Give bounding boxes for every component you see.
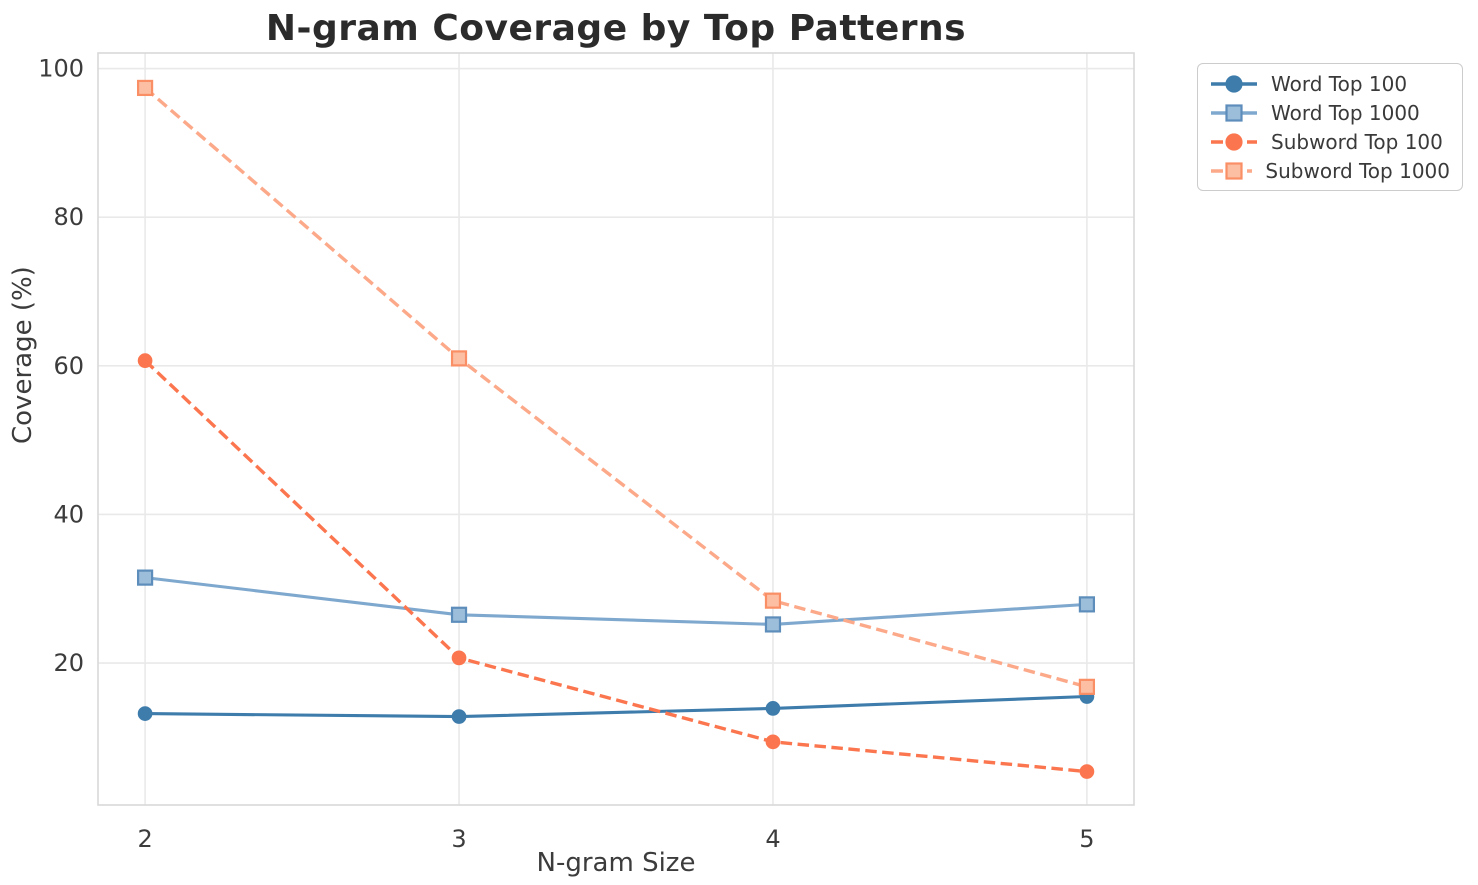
- legend-label: Subword Top 1000: [1265, 158, 1450, 183]
- legend-label: Word Top 100: [1271, 71, 1408, 96]
- chart-title: N-gram Coverage by Top Patterns: [265, 8, 967, 49]
- data-point-marker: [137, 353, 153, 368]
- series-line-1: [144, 576, 1088, 626]
- y-axis-label: Coverage (%): [8, 266, 38, 444]
- data-point-marker: [137, 706, 153, 721]
- plot-frame: [97, 52, 1135, 806]
- x-tick-label: 3: [451, 825, 466, 853]
- data-point-marker: [1079, 764, 1095, 779]
- data-point-marker: [1078, 596, 1096, 613]
- x-tick-label: 2: [137, 825, 152, 853]
- legend: Word Top 100 Word Top 1000 Subword Top 100…: [1197, 63, 1463, 191]
- data-point-marker: [764, 616, 782, 633]
- legend-marker-icon: [1211, 74, 1257, 93]
- data-point-marker: [451, 650, 467, 666]
- legend-item-0: Word Top 100: [1210, 70, 1450, 98]
- series-line-0: [145, 694, 1087, 719]
- data-point-marker: [450, 606, 468, 623]
- data-point-marker: [451, 709, 467, 724]
- data-point-marker: [765, 734, 781, 750]
- legend-marker-icon: [1211, 161, 1253, 180]
- data-point-marker: [450, 350, 468, 367]
- y-tick-label: 40: [53, 500, 84, 528]
- data-point-marker: [1078, 678, 1096, 695]
- y-tick-label: 20: [53, 649, 84, 677]
- data-point-marker: [764, 592, 782, 609]
- legend-label: Subword Top 100: [1271, 129, 1443, 154]
- legend-marker-icon: [1211, 103, 1257, 122]
- x-tick-label: 5: [1079, 825, 1094, 853]
- y-tick-label: 100: [38, 55, 84, 83]
- y-tick-label: 80: [53, 203, 84, 231]
- data-point-marker: [765, 701, 781, 716]
- series-line-3: [143, 86, 1088, 689]
- x-tick-label: 4: [765, 825, 780, 853]
- legend-item-1: Word Top 1000: [1210, 99, 1450, 127]
- x-axis-label: N-gram Size: [536, 848, 696, 878]
- legend-label: Word Top 1000: [1271, 100, 1420, 125]
- legend-item-2: Subword Top 100: [1210, 128, 1450, 156]
- data-point-marker: [136, 569, 154, 586]
- series-line-2: [143, 359, 1088, 774]
- data-point-marker: [136, 79, 154, 97]
- legend-item-3: Subword Top 1000: [1210, 157, 1450, 185]
- legend-marker-icon: [1211, 132, 1257, 151]
- y-tick-label: 60: [53, 352, 84, 380]
